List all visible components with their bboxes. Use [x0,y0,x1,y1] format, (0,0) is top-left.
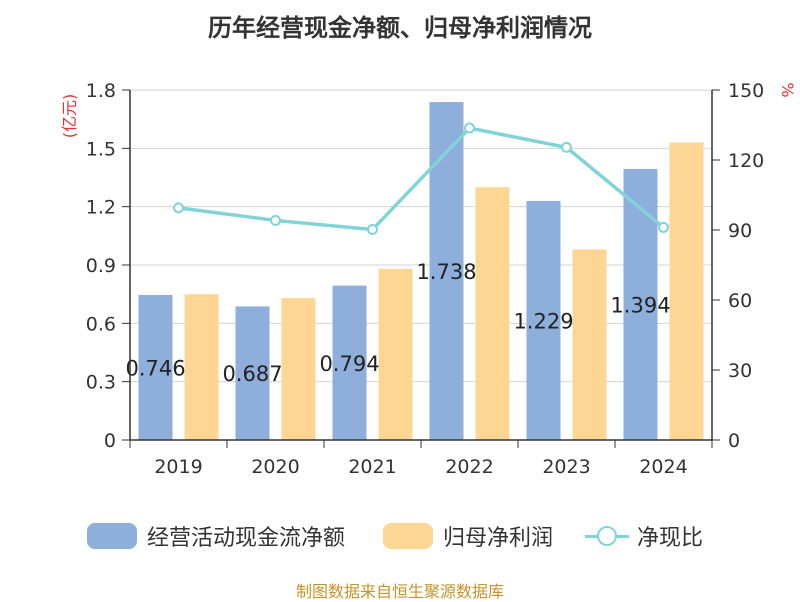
left-tick-label: 0.9 [86,255,116,277]
right-tick-label: 90 [728,220,752,242]
cashflow-data-label: 1.229 [513,310,573,334]
ratio-point[interactable] [173,202,184,214]
net-profit-bar[interactable] [378,268,413,440]
left-tick-label: 1.2 [86,197,116,219]
legend-item-ratio[interactable]: 净现比 [585,518,703,554]
legend-item-cashflow[interactable]: 经营活动现金流净额 [87,518,345,554]
net-profit-bar[interactable] [475,187,510,440]
net-profit-bar[interactable] [572,249,607,440]
left-axis-unit: (亿元) [60,94,79,139]
ratio-point[interactable] [367,224,378,236]
right-tick-label: 150 [728,80,764,102]
cashflow-bar[interactable] [332,285,367,440]
ratio-point[interactable] [658,221,669,233]
cashflow-bar[interactable] [138,294,173,440]
chart-title: 历年经营现金净额、归母净利润情况 [208,14,592,42]
net-profit-bar[interactable] [281,298,316,440]
cashflow-bar[interactable] [235,306,270,440]
cashflow-data-label: 1.394 [610,293,670,317]
legend-line-ratio-icon [585,523,629,549]
x-tick-label: 2024 [639,456,687,478]
legend-label-cashflow: 经营活动现金流净额 [147,526,346,551]
cashflow-data-label: 0.746 [125,356,185,380]
left-tick-label: 0.6 [86,313,116,335]
right-tick-label: 0 [728,430,740,452]
cashflow-bar[interactable] [526,201,561,440]
left-tick-label: 1.5 [86,138,116,160]
cashflow-bar[interactable] [623,168,658,440]
ratio-point[interactable] [270,214,281,226]
x-tick-label: 2023 [542,456,590,478]
legend-item-net-profit[interactable]: 归母净利润 [383,518,553,554]
left-tick-label: 1.8 [86,80,116,102]
ratio-line-group [173,122,669,236]
cashflow-data-label: 0.794 [319,352,379,376]
net-profit-bar[interactable] [184,294,219,440]
legend-label-net-profit: 归母净利润 [443,526,554,551]
net-profit-bar[interactable] [669,142,704,441]
cashflow-bar[interactable] [429,102,464,441]
right-axis-unit: % [778,82,797,97]
x-tick-label: 2019 [154,456,202,478]
x-tick-label: 2022 [445,456,493,478]
right-tick-label: 30 [728,360,752,382]
ratio-point[interactable] [464,122,475,134]
cashflow-data-label: 0.687 [222,362,282,386]
legend-swatch-cashflow [87,523,137,549]
bars [138,102,704,441]
legend-label-ratio: 净现比 [637,526,704,551]
legend: 经营活动现金流净额 归母净利润 净现比 [0,518,800,554]
x-tick-label: 2021 [348,456,396,478]
legend-swatch-net-profit [383,523,433,549]
source-note: 制图数据来自恒生聚源数据库 [295,582,504,601]
data-labels: 0.746 0.687 0.794 1.738 1.229 1.394 [125,260,670,386]
ratio-point[interactable] [561,141,572,153]
ratio-line [178,126,665,232]
axes: 0 0.3 0.6 0.9 1.2 1.5 1.8 0 30 60 90 120 150 (亿元)% 201… [60,80,797,478]
grid-lines [130,89,712,383]
left-tick-label: 0 [104,430,116,452]
left-tick-label: 0.3 [86,372,116,394]
right-tick-label: 120 [728,150,764,172]
cashflow-data-label: 1.738 [416,260,476,284]
x-tick-label: 2020 [251,456,299,478]
right-tick-label: 60 [728,290,752,312]
